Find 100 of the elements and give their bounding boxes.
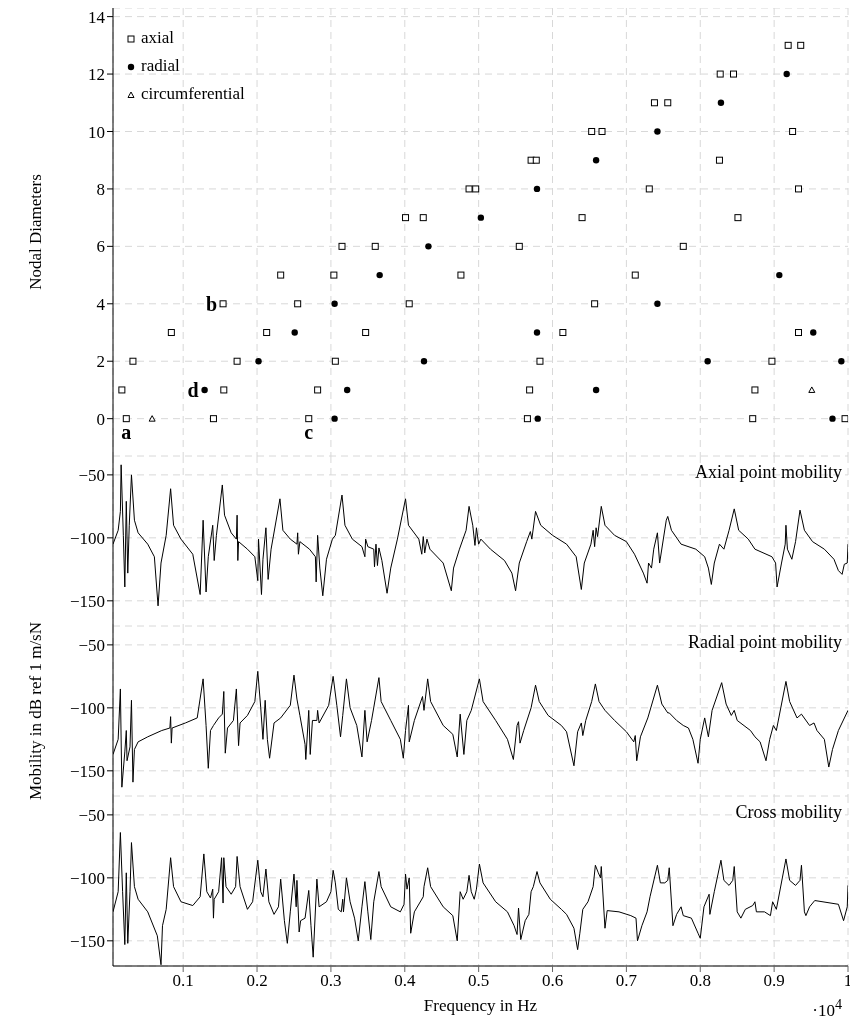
point — [841, 415, 848, 423]
point — [209, 415, 217, 423]
point — [810, 329, 817, 336]
point — [664, 99, 672, 107]
point — [533, 329, 541, 336]
point — [201, 386, 208, 394]
point — [129, 357, 137, 365]
point — [472, 185, 480, 193]
point — [532, 156, 540, 164]
legend-label: axial — [140, 27, 176, 49]
point — [768, 357, 776, 365]
annotation: c — [304, 420, 314, 443]
point — [220, 386, 228, 394]
point — [376, 271, 383, 279]
x-tick-label: 0.8 — [689, 971, 711, 991]
point — [305, 415, 313, 423]
x-tick-label: 0.1 — [172, 971, 194, 991]
point — [371, 242, 379, 250]
y-tick-label: 0 — [96, 409, 105, 429]
x-tick-label: 0.5 — [468, 971, 490, 991]
point — [704, 358, 711, 365]
point — [598, 127, 606, 135]
point — [255, 358, 262, 365]
point — [776, 271, 783, 279]
point — [588, 127, 596, 135]
point — [331, 357, 339, 365]
point — [148, 415, 156, 422]
annotation: a — [121, 420, 132, 443]
point — [362, 329, 370, 337]
annotation: d — [187, 379, 199, 402]
point — [650, 99, 658, 107]
point — [751, 386, 759, 394]
y-tick-label: −50 — [78, 635, 105, 655]
point — [533, 185, 541, 193]
point — [291, 329, 298, 336]
point — [534, 415, 541, 422]
annotation: b — [205, 292, 218, 315]
point — [797, 41, 805, 49]
point — [783, 70, 790, 78]
point — [465, 185, 473, 193]
point — [277, 271, 285, 279]
y-axis-title: Nodal Diameters — [26, 174, 46, 290]
point — [219, 300, 227, 308]
point — [717, 99, 725, 106]
point — [314, 386, 322, 394]
point — [402, 214, 410, 222]
point — [233, 357, 241, 365]
y-tick-label: −150 — [69, 761, 105, 781]
point — [331, 415, 338, 422]
point — [654, 128, 661, 135]
x-tick-label: 0.3 — [320, 971, 342, 991]
point — [631, 271, 639, 279]
point — [784, 41, 792, 49]
point — [294, 300, 302, 308]
point — [808, 386, 816, 393]
point — [734, 214, 742, 222]
point — [338, 242, 346, 250]
legend-label: radial — [140, 55, 181, 77]
y-axis-title: Mobility in dB ref 1 m/sN — [26, 621, 46, 801]
y-tick-label: −100 — [69, 528, 105, 548]
x-tick-label: 0.9 — [763, 971, 785, 991]
point — [578, 214, 586, 222]
x-tick-label: 0.6 — [541, 971, 564, 991]
point — [592, 157, 600, 164]
point — [592, 386, 600, 394]
point — [829, 415, 836, 422]
x-tick-label: 0.4 — [394, 971, 416, 991]
point — [425, 243, 432, 250]
chart-title: Cross mobility — [735, 802, 842, 823]
y-tick-label: −50 — [78, 465, 105, 485]
point — [515, 242, 523, 250]
y-tick-label: 10 — [88, 122, 105, 142]
point — [749, 415, 757, 423]
point — [477, 214, 485, 221]
point — [419, 214, 427, 222]
point — [118, 386, 126, 394]
chart-title: Radial point mobility — [688, 632, 842, 653]
x-tick-label: 0.2 — [246, 971, 268, 991]
legend-label: circumferential — [140, 83, 245, 105]
y-tick-label: −150 — [69, 591, 105, 611]
point — [838, 358, 845, 365]
point — [591, 300, 599, 308]
y-tick-label: 6 — [96, 237, 105, 257]
y-tick-label: −100 — [69, 868, 105, 888]
point — [730, 70, 737, 78]
text: ·10$^{4}$ — [812, 996, 842, 1021]
point — [405, 300, 413, 308]
x-axis-title: Frequency in Hz — [423, 996, 538, 1016]
point — [330, 271, 338, 279]
y-tick-label: −100 — [69, 698, 105, 718]
point — [523, 415, 531, 423]
point — [679, 242, 687, 250]
y-tick-label: 2 — [96, 352, 105, 372]
y-tick-label: −150 — [69, 931, 105, 951]
point — [715, 156, 723, 164]
point — [526, 386, 534, 394]
y-tick-label: 4 — [96, 294, 106, 314]
point — [789, 127, 797, 135]
point — [716, 70, 724, 78]
x-tick-label: 0.7 — [615, 971, 638, 991]
